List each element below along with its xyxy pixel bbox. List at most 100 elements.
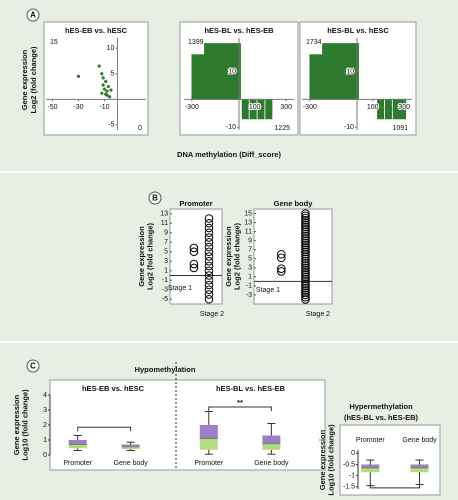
point (301, 238, 310, 248)
y-tick-label: 1 (43, 437, 47, 444)
box-lower (262, 443, 281, 450)
point (204, 275, 214, 285)
point (334, 54, 342, 67)
point (204, 285, 214, 295)
y-axis-label: Log10 (fold change) (20, 389, 29, 461)
chart-title: Hypomethylation (135, 365, 196, 374)
y-axis-label: Gene expression (137, 226, 146, 287)
y-tick-label: -0.5 (343, 461, 355, 468)
point (301, 236, 310, 245)
y-tick-label: 3 (164, 258, 168, 265)
point (301, 290, 310, 300)
annotation: 1399 (188, 39, 204, 46)
point (377, 107, 385, 120)
y-axis-label: Gene expression (224, 226, 233, 287)
point (210, 65, 218, 78)
point (204, 76, 212, 89)
bracket-label: ** (237, 398, 243, 407)
y-tick-label: 0 (351, 450, 355, 457)
point (340, 54, 348, 67)
y-tick-label: 10 (107, 45, 115, 52)
x-tick-label: -300 (303, 104, 317, 111)
point (399, 107, 407, 120)
point (322, 43, 330, 56)
point (301, 243, 310, 252)
point (384, 98, 392, 111)
point (351, 43, 359, 56)
bracket (77, 426, 132, 432)
point (189, 247, 199, 257)
point (309, 87, 317, 100)
point (204, 43, 212, 56)
point (347, 65, 355, 78)
y-tick-label: 2 (43, 422, 47, 429)
panel-label: C (30, 362, 36, 371)
point (204, 266, 214, 276)
point (249, 107, 257, 120)
point (301, 281, 310, 291)
point (340, 65, 348, 78)
y-tick-label: 10 (228, 68, 236, 75)
point (301, 256, 310, 266)
category-label: Promoter (63, 460, 92, 467)
point (204, 214, 214, 223)
point (301, 231, 310, 241)
point (106, 84, 110, 89)
point (191, 76, 199, 89)
point (334, 65, 342, 78)
point (229, 54, 237, 67)
point (189, 263, 199, 273)
point (277, 264, 286, 274)
point (210, 87, 218, 100)
point (204, 242, 214, 252)
point (204, 256, 214, 266)
panel-badge (26, 8, 40, 22)
category-label: Gene body (114, 460, 149, 467)
point (301, 209, 310, 218)
y-tick-label: 5 (248, 256, 252, 263)
point (76, 74, 81, 78)
point (189, 243, 199, 253)
point (334, 76, 342, 89)
chart-title: Hypermethylation (349, 402, 413, 411)
point (347, 54, 355, 67)
point (257, 107, 265, 120)
point (328, 76, 336, 89)
point (204, 252, 214, 261)
y-tick-label: 1 (248, 274, 252, 281)
chart-subtitle: (hES-BL vs. hES-EB) (344, 413, 419, 422)
point (241, 98, 249, 111)
chart-title: Promoter (179, 199, 212, 208)
point (301, 245, 310, 255)
box-lower (68, 444, 87, 449)
point (210, 43, 218, 56)
point (102, 87, 107, 91)
point (277, 249, 286, 259)
point (191, 65, 199, 78)
point (301, 272, 310, 282)
point (347, 76, 355, 89)
point (233, 54, 241, 67)
point (265, 98, 273, 111)
category-label: Stage 1 (256, 287, 280, 294)
point (204, 233, 214, 242)
y-tick-label: -1 (246, 283, 252, 290)
y-tick-label: 11 (245, 228, 252, 235)
x-tick-label: -300 (185, 104, 199, 111)
point (301, 211, 310, 221)
y-axis-label: Gene expression (12, 394, 21, 455)
point (216, 65, 224, 78)
point (105, 89, 109, 93)
panel-badge (26, 359, 40, 373)
y-tick-label: 3 (43, 407, 47, 414)
point (322, 87, 330, 100)
chart-title: Gene body (274, 199, 314, 208)
y-tick-label: 15 (244, 210, 252, 217)
y-tick-label: 9 (164, 230, 168, 237)
point (301, 295, 310, 304)
y-tick-label: 13 (160, 211, 168, 218)
point (204, 294, 214, 304)
point (301, 222, 310, 232)
chart-title: hES-BL vs. hES-EB (204, 26, 274, 35)
y-tick-label: 1 (164, 268, 168, 275)
